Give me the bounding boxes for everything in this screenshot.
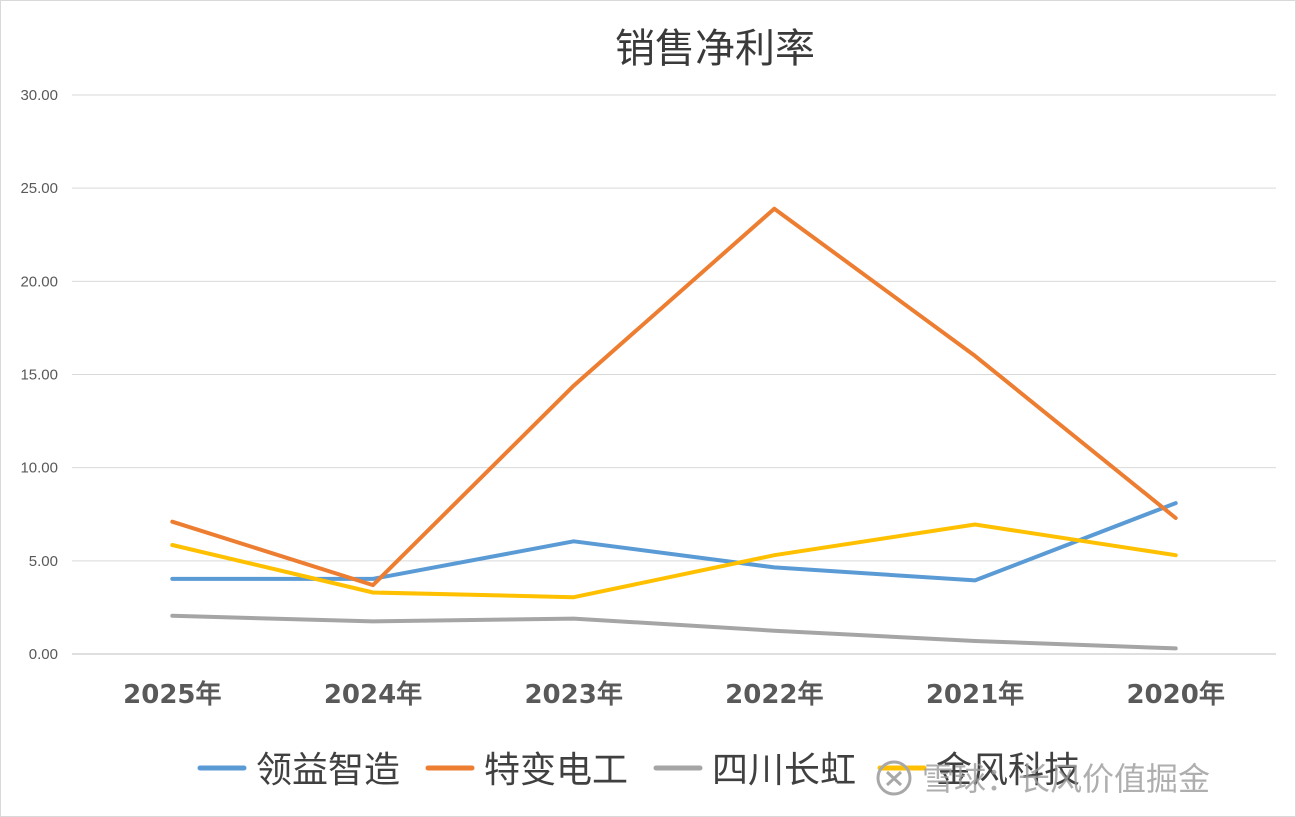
x-tick-label: 2024年 xyxy=(324,679,422,710)
y-tick-label: 15.00 xyxy=(20,367,58,384)
y-tick-label: 5.00 xyxy=(29,553,58,570)
y-tick-label: 10.00 xyxy=(20,460,58,477)
legend-label: 金风科技 xyxy=(936,750,1080,791)
watermark-text: 雪球：长风价值掘金 xyxy=(922,760,1210,798)
series-line-2 xyxy=(170,206,1178,588)
y-tick-label: 20.00 xyxy=(20,273,58,290)
x-tick-label: 2023年 xyxy=(524,679,622,710)
series-line-3 xyxy=(170,613,1178,651)
x-tick-label: 2020年 xyxy=(1126,679,1224,710)
chart-title: 销售净利率 xyxy=(615,26,815,72)
series-line-1 xyxy=(170,501,1178,583)
x-axis-ticks: 2025年 2024年 2023年 2022年 2021年 2020年 xyxy=(123,679,1225,710)
snowball-logo-icon xyxy=(876,760,912,796)
watermark: 雪球：长风价值掘金 xyxy=(876,760,1210,798)
legend-label: 领益智造 xyxy=(256,750,400,791)
x-tick-label: 2022年 xyxy=(725,679,823,710)
gridlines xyxy=(72,94,1276,655)
series-line-4 xyxy=(170,522,1178,600)
series-lines xyxy=(170,206,1178,651)
x-tick-label: 2025年 xyxy=(123,679,221,710)
y-tick-label: 25.00 xyxy=(20,180,58,197)
y-axis-ticks: 0.00 5.00 10.00 15.00 20.00 25.00 30.00 xyxy=(20,87,58,663)
y-tick-label: 30.00 xyxy=(20,87,58,104)
legend: 领益智造 特变电工 四川长虹 金风科技 xyxy=(197,750,1080,791)
x-tick-label: 2021年 xyxy=(926,679,1024,710)
y-tick-label: 0.00 xyxy=(29,646,58,663)
legend-label: 四川长虹 xyxy=(712,750,856,791)
legend-label: 特变电工 xyxy=(484,750,628,791)
